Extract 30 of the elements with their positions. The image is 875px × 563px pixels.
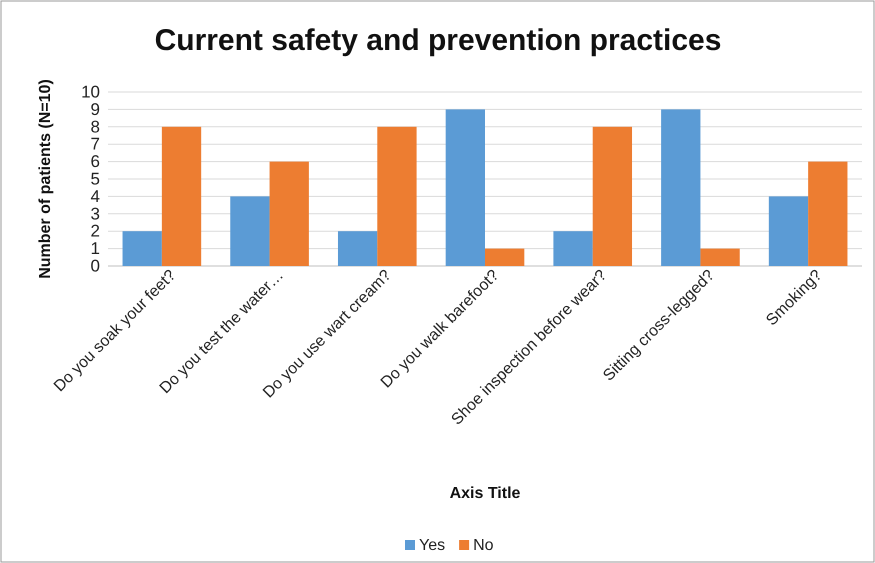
bar xyxy=(661,109,700,266)
bar xyxy=(553,231,593,266)
x-axis-title: Axis Title xyxy=(450,485,521,502)
bar xyxy=(768,196,808,266)
bar xyxy=(338,231,378,266)
y-axis-title: Number of patients (N=10) xyxy=(37,79,54,279)
y-tick-label: 10 xyxy=(81,82,100,102)
legend-label: Yes xyxy=(419,537,446,554)
y-tick-label: 2 xyxy=(90,222,100,241)
y-tick-label: 5 xyxy=(90,169,100,188)
bar xyxy=(377,126,417,266)
chart-title: Current safety and prevention practices xyxy=(154,24,722,57)
bar xyxy=(485,248,524,266)
y-tick-label: 0 xyxy=(90,256,100,276)
bar xyxy=(162,126,202,266)
y-tick-label: 3 xyxy=(90,204,100,224)
bar xyxy=(270,162,309,266)
y-tick-label: 7 xyxy=(90,134,100,154)
bar xyxy=(592,126,632,266)
y-tick-label: 8 xyxy=(90,117,100,136)
y-tick-label: 4 xyxy=(90,186,100,206)
bar xyxy=(122,231,162,266)
y-tick-label: 1 xyxy=(90,239,100,258)
bar xyxy=(808,162,848,266)
y-tick-label: 6 xyxy=(90,152,100,172)
bar xyxy=(230,196,270,266)
bar xyxy=(446,109,485,266)
y-tick-label: 9 xyxy=(90,100,100,119)
legend-label: No xyxy=(473,537,494,554)
bar xyxy=(700,248,740,266)
